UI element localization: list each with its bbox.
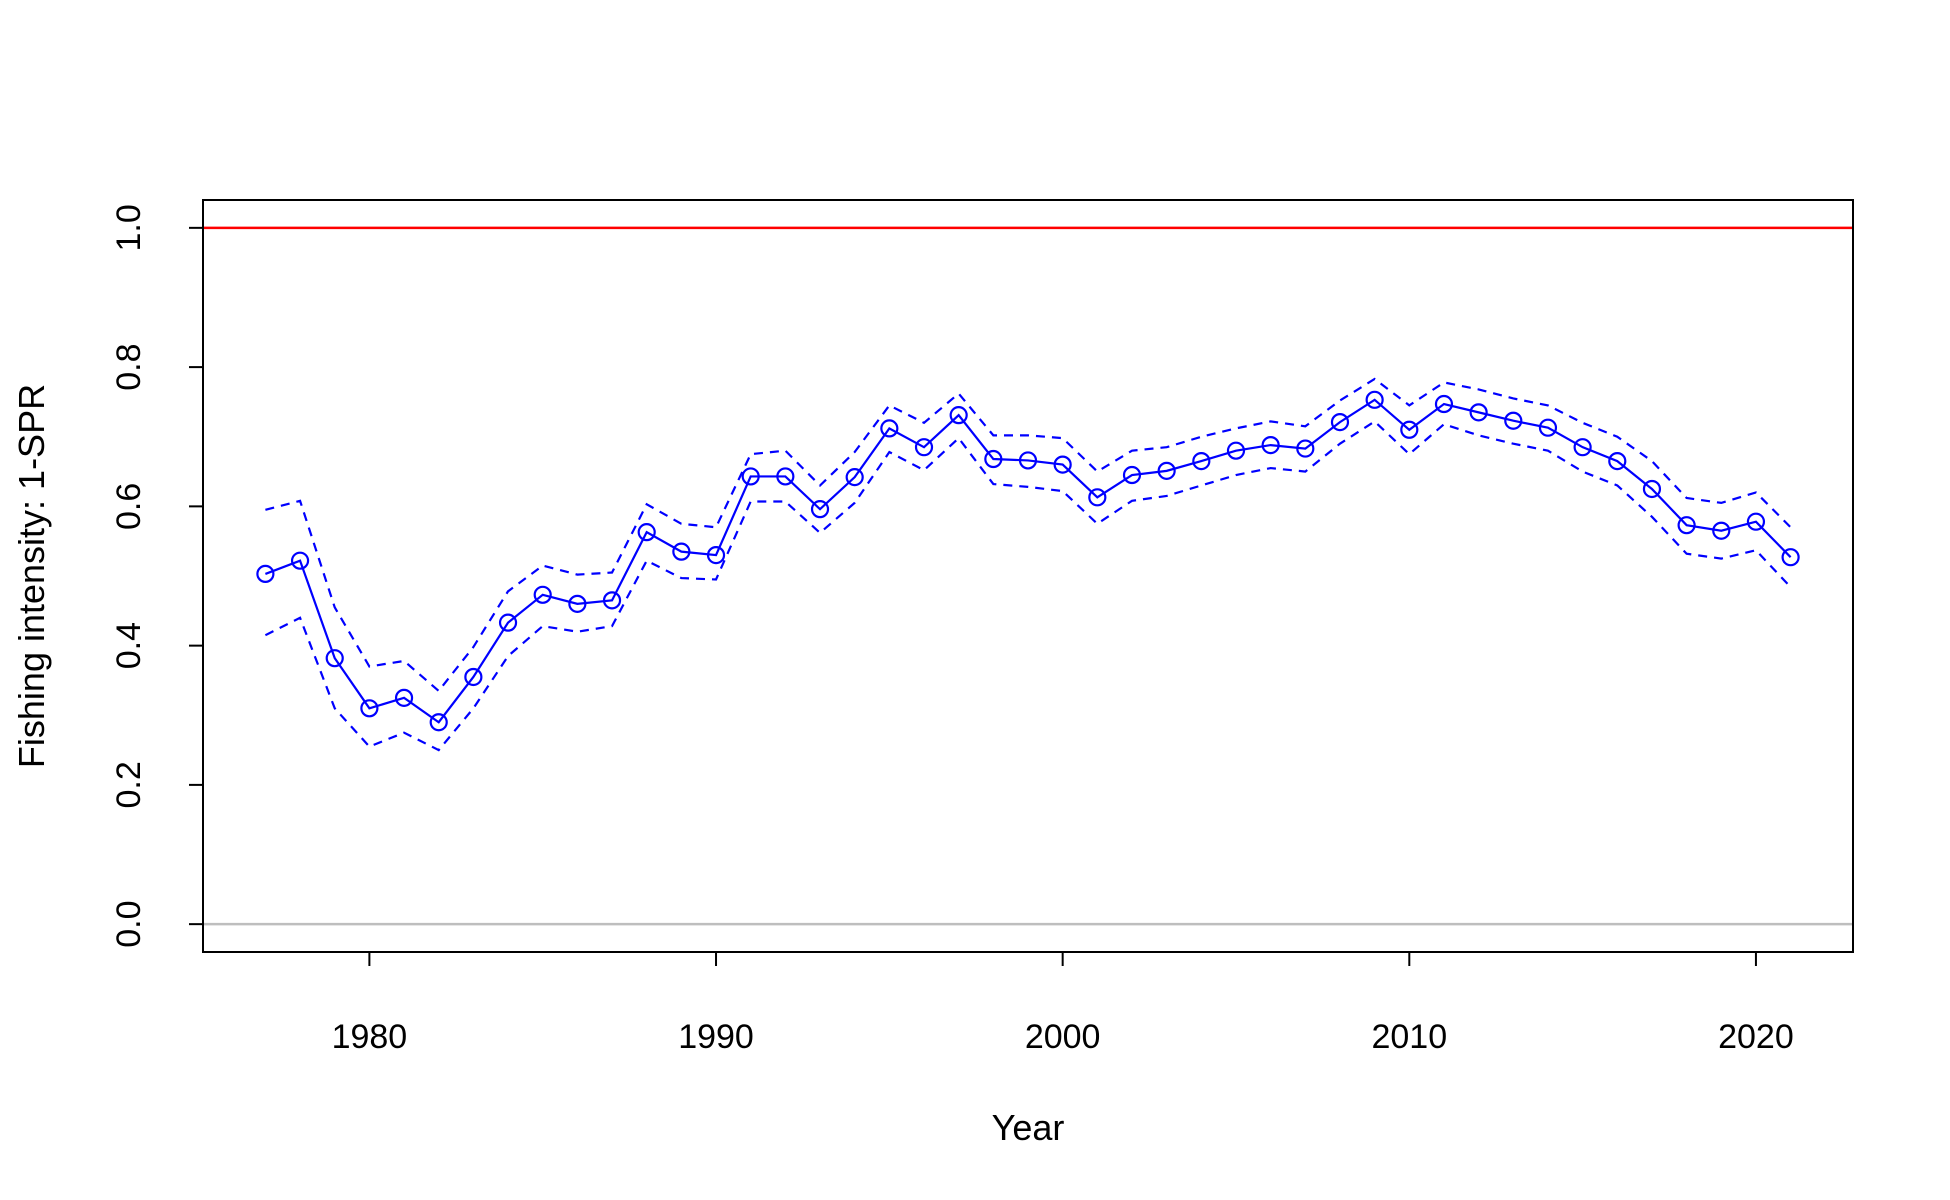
data-point [1330,413,1350,432]
data-point [325,649,344,668]
series-line-estimate [264,398,1792,724]
data-point [637,523,656,542]
data-points [256,390,1800,732]
y-tick-label: 0.6 [110,483,148,530]
data-point [1226,441,1246,460]
series-lines [264,377,1792,752]
plot-frame [202,199,1854,953]
y-tick-label: 0.8 [110,343,148,390]
data-point [429,713,448,732]
y-tick-label: 0.4 [110,622,148,669]
data-point [914,438,934,457]
y-tick-label: 1.0 [110,204,148,251]
y-tick-label: 0.2 [110,761,148,808]
data-point [1504,411,1523,430]
data-point [1261,435,1280,455]
data-point [1469,403,1488,422]
x-tick-label: 1980 [332,1018,408,1056]
data-point [741,467,760,486]
data-point [810,500,830,519]
x-tick-label: 2010 [1371,1018,1447,1056]
data-point [1365,390,1384,409]
data-point [706,546,726,565]
data-point [1157,461,1176,480]
x-axis: 1980 1990 2000 2010 2020 [332,951,1794,1056]
data-point [1781,548,1800,567]
data-point [568,594,587,613]
x-tick-label: 2020 [1718,1018,1794,1056]
data-point [1400,420,1419,439]
series-line-upper [265,377,1792,693]
data-point [1296,439,1315,458]
data-point [394,688,414,707]
data-point [360,699,379,718]
reference-lines [203,226,1853,926]
data-point [290,551,310,570]
x-axis-title: Year [992,1107,1065,1148]
data-point [256,564,275,584]
x-tick-label: 1990 [678,1018,754,1056]
y-tick-label: 0.0 [110,901,148,948]
data-point [880,419,899,438]
data-point [1122,465,1142,485]
data-point [984,449,1003,469]
data-point [1677,516,1696,535]
data-point [533,585,552,604]
data-point [1538,418,1558,437]
y-axis-title: Fishing intensity: 1-SPR [11,384,52,768]
data-point [845,468,864,487]
data-point [1088,488,1107,507]
data-point [1608,452,1627,471]
data-point [672,542,691,561]
data-point [602,591,622,610]
data-point [498,613,518,632]
data-point [1642,479,1662,499]
data-point [1434,394,1454,414]
data-point [1746,512,1766,531]
data-point [949,406,968,425]
data-point [1053,455,1072,474]
data-point [1192,452,1211,471]
data-point [464,667,483,687]
data-point [776,467,795,486]
data-point [1018,451,1038,470]
y-axis: 0.0 0.2 0.4 0.6 0.8 1.0 [110,204,204,948]
x-tick-label: 2000 [1025,1018,1101,1056]
data-point [1712,521,1731,540]
data-point [1573,438,1592,457]
series-line-lower [264,420,1792,752]
